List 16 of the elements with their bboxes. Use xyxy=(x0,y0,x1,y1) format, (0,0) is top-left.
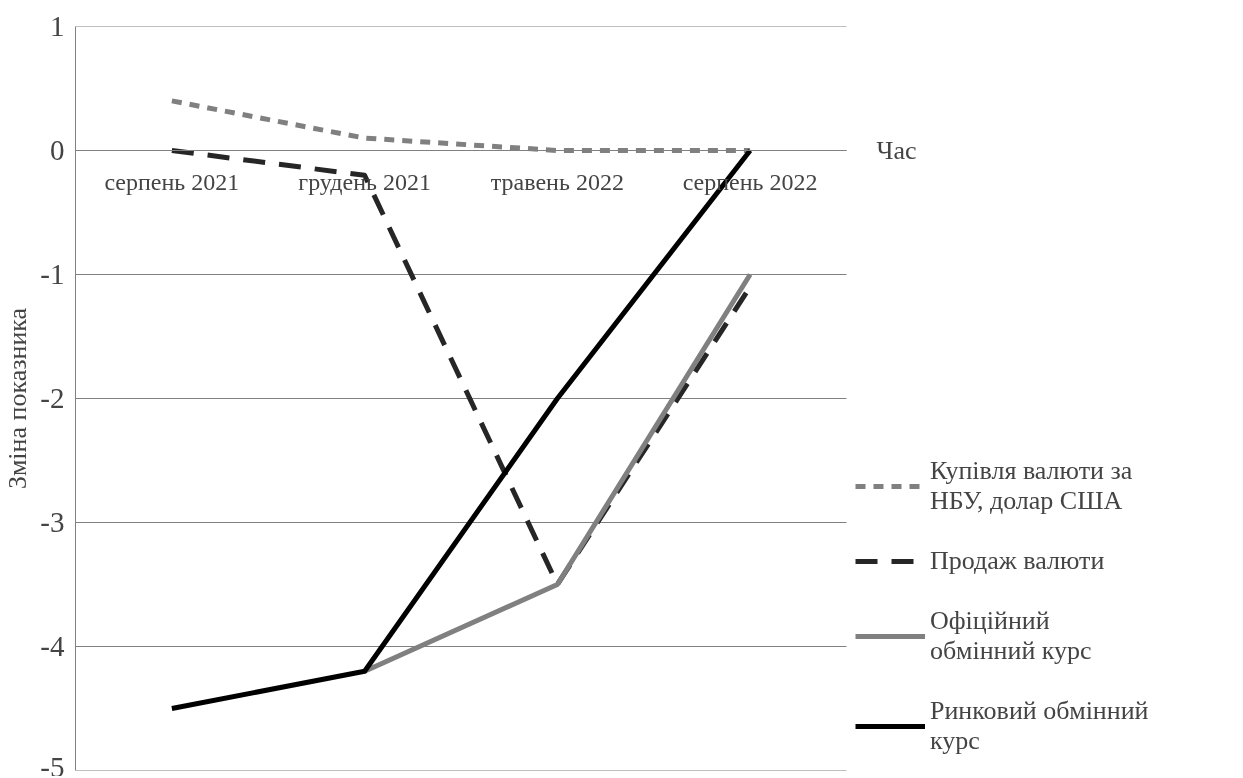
y-tick-label: -5 xyxy=(40,750,65,778)
x-tick-label: грудень 2021 xyxy=(298,168,431,195)
legend-label: Офіційний обмінний курс xyxy=(930,606,1092,666)
y-tick-label: -1 xyxy=(40,258,65,290)
x-tick-label: травень 2022 xyxy=(490,168,624,195)
legend-label: Купівля валюти за НБУ, долар США xyxy=(930,456,1133,516)
legend-label: Продаж валюти xyxy=(930,546,1105,576)
x-tick-label: серпень 2021 xyxy=(104,168,240,195)
y-tick-label: 1 xyxy=(50,10,65,42)
y-axis-title: Зміна показника xyxy=(3,307,33,490)
y-tick-label: -4 xyxy=(40,630,65,662)
x-axis-title: Час xyxy=(876,136,917,165)
y-tick-label: -2 xyxy=(40,382,65,414)
legend-label: Ринковий обмінний курс xyxy=(930,696,1149,756)
y-tick-label: 0 xyxy=(50,134,65,166)
y-tick-label: -3 xyxy=(40,506,65,538)
